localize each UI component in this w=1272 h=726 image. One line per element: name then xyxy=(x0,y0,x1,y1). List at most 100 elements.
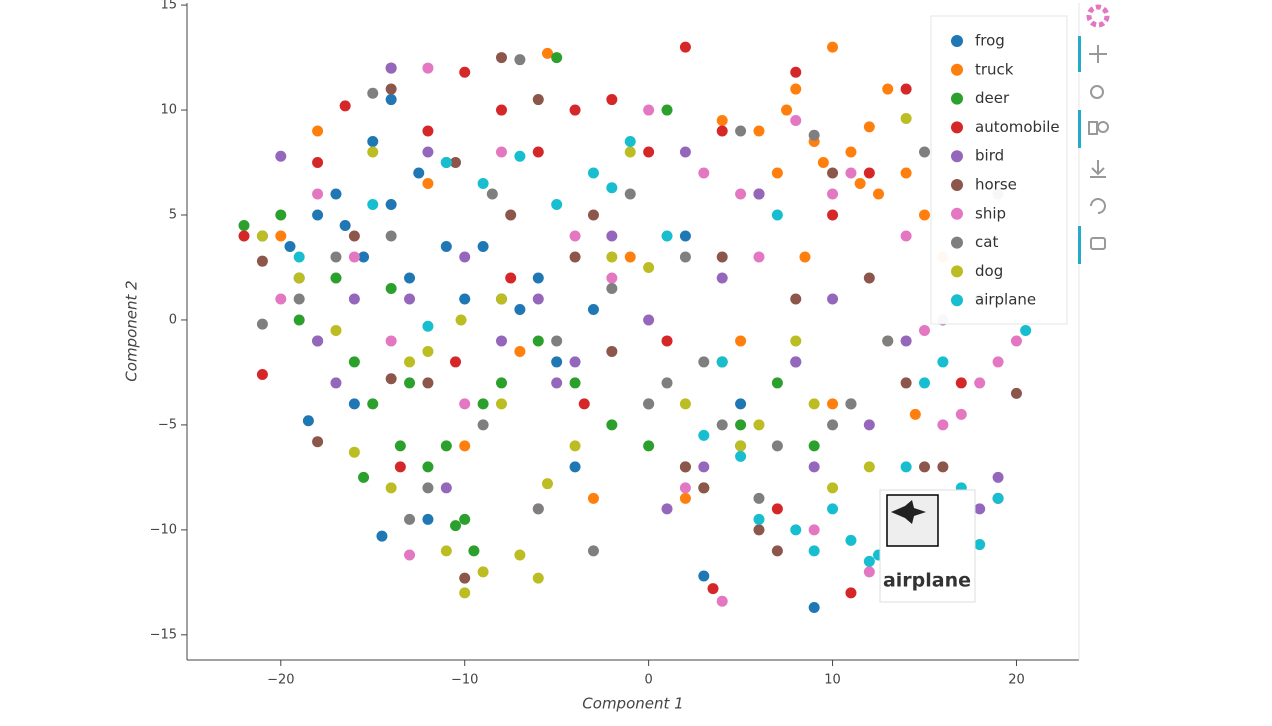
point xyxy=(679,251,691,263)
point xyxy=(541,478,553,490)
point xyxy=(937,356,949,368)
tooltip-label: airplane xyxy=(883,570,971,592)
point xyxy=(367,398,379,410)
point xyxy=(919,146,931,158)
y-tick-label: −5 xyxy=(158,417,177,432)
point xyxy=(606,94,618,106)
point xyxy=(440,482,452,494)
bokeh-logo[interactable] xyxy=(1086,4,1110,28)
point xyxy=(440,440,452,452)
point xyxy=(919,324,931,336)
point xyxy=(385,199,397,211)
point xyxy=(495,398,507,410)
point xyxy=(1010,387,1022,399)
point xyxy=(698,461,710,473)
point xyxy=(606,182,618,194)
point xyxy=(661,104,673,116)
point xyxy=(477,398,489,410)
point xyxy=(716,115,728,127)
point xyxy=(256,318,268,330)
point xyxy=(735,125,747,137)
legend-marker xyxy=(951,265,963,278)
point xyxy=(790,335,802,347)
point xyxy=(992,356,1004,368)
legend-label: truck xyxy=(975,60,1014,78)
point xyxy=(367,199,379,211)
point xyxy=(587,545,599,557)
point xyxy=(450,157,462,169)
point xyxy=(330,324,342,336)
point xyxy=(312,188,324,200)
point xyxy=(459,440,471,452)
point xyxy=(643,440,655,452)
legend-label: deer xyxy=(975,89,1010,107)
point xyxy=(532,293,544,305)
point xyxy=(302,415,314,427)
point xyxy=(514,549,526,561)
point xyxy=(716,419,728,431)
point xyxy=(808,524,820,536)
point xyxy=(992,492,1004,504)
point xyxy=(477,178,489,190)
point xyxy=(679,492,691,504)
point xyxy=(495,377,507,389)
point xyxy=(827,419,839,431)
point xyxy=(863,272,875,284)
pan-tool[interactable] xyxy=(1089,45,1107,63)
y-tick-label: 0 xyxy=(169,312,177,327)
point xyxy=(955,377,967,389)
legend: frog truck deer automobile bird horse ship cat d… xyxy=(951,32,1060,309)
point xyxy=(394,440,406,452)
point xyxy=(698,429,710,441)
point xyxy=(495,104,507,116)
point xyxy=(771,209,783,221)
point xyxy=(569,461,581,473)
point xyxy=(440,240,452,252)
point xyxy=(330,377,342,389)
point xyxy=(551,335,563,347)
point xyxy=(532,335,544,347)
x-tick-label: −10 xyxy=(451,673,478,688)
point xyxy=(495,335,507,347)
box-zoom-tool[interactable] xyxy=(1090,85,1104,99)
point xyxy=(404,549,416,561)
wheel-zoom-tool[interactable] xyxy=(1097,121,1109,133)
save-tool[interactable] xyxy=(1090,160,1106,178)
point xyxy=(643,104,655,116)
point xyxy=(459,513,471,525)
wheel-zoom-icon xyxy=(1088,121,1098,135)
point xyxy=(551,199,563,211)
y-tick-label: 10 xyxy=(160,103,177,118)
point xyxy=(716,125,728,137)
point xyxy=(1020,324,1032,336)
y-tick-label: −15 xyxy=(150,627,177,642)
point xyxy=(1010,335,1022,347)
legend-label: ship xyxy=(975,204,1006,222)
point xyxy=(440,545,452,557)
point xyxy=(845,534,857,546)
point xyxy=(900,167,912,179)
hover-tool[interactable] xyxy=(1090,237,1106,250)
point xyxy=(863,566,875,578)
point xyxy=(312,157,324,169)
reset-tool[interactable] xyxy=(1090,198,1106,214)
x-tick-label: 20 xyxy=(1008,673,1025,688)
point xyxy=(882,335,894,347)
point xyxy=(275,230,287,242)
plot-area xyxy=(238,41,1032,614)
point xyxy=(771,377,783,389)
legend-marker xyxy=(951,92,963,105)
point xyxy=(422,62,434,74)
point xyxy=(661,503,673,515)
point xyxy=(771,440,783,452)
point xyxy=(422,178,434,190)
point xyxy=(606,282,618,294)
point xyxy=(624,188,636,200)
point xyxy=(716,251,728,263)
point xyxy=(385,62,397,74)
airplane-icon xyxy=(891,500,926,524)
point xyxy=(293,314,305,326)
x-tick-label: 10 xyxy=(824,673,841,688)
point xyxy=(459,66,471,78)
